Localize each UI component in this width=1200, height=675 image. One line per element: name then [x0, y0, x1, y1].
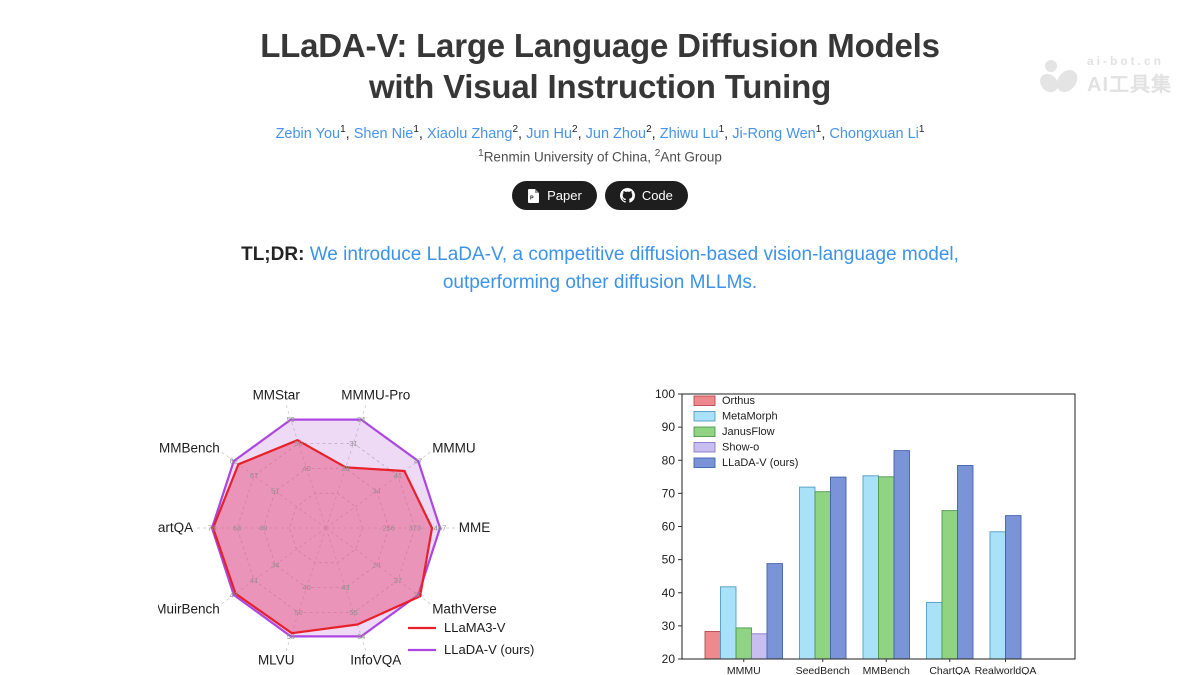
- svg-text:100: 100: [655, 387, 675, 401]
- svg-text:MMBench: MMBench: [159, 440, 220, 455]
- svg-text:P: P: [530, 195, 534, 201]
- svg-text:58: 58: [287, 632, 295, 641]
- svg-text:LLaDA-V (ours): LLaDA-V (ours): [722, 457, 798, 469]
- svg-text:31: 31: [349, 439, 357, 448]
- svg-text:67: 67: [250, 471, 258, 480]
- author-link[interactable]: Shen Nie: [353, 125, 414, 142]
- svg-text:256: 256: [382, 524, 395, 533]
- watermark-site-text: ai-bot.cn: [1087, 54, 1164, 68]
- svg-text:RealworldQA: RealworldQA: [975, 665, 1037, 675]
- svg-text:60: 60: [662, 520, 676, 534]
- author-affil-sup: 2: [512, 123, 518, 135]
- author-affil-sup: 1: [413, 123, 419, 135]
- svg-text:ChartQA: ChartQA: [158, 520, 193, 535]
- svg-text:LLaDA-V (ours): LLaDA-V (ours): [444, 642, 534, 657]
- svg-text:70: 70: [662, 486, 676, 500]
- author-affil-sup: 1: [918, 123, 925, 135]
- author-list: Zebin You1, Shen Nie1, Xiaolu Zhang2, Ju…: [275, 123, 925, 142]
- author-link[interactable]: Chongxuan Li: [829, 125, 919, 142]
- ai-bot-logo-icon: [1040, 59, 1078, 92]
- svg-text:50: 50: [662, 553, 676, 567]
- svg-text:MMMU-Pro: MMMU-Pro: [341, 388, 410, 403]
- tldr-label: TL;DR:: [241, 244, 305, 266]
- author-link[interactable]: Zebin You: [275, 125, 341, 142]
- svg-text:43: 43: [341, 583, 349, 592]
- author-affil-sup: 1: [340, 123, 346, 135]
- bar-chart: 20 30 40 50 60 70 80 90 100 MMMU SeedBench MMBench C…: [655, 387, 1076, 675]
- svg-text:90: 90: [662, 420, 676, 434]
- author-link[interactable]: Xiaolu Zhang: [426, 125, 513, 142]
- watermark-name-text: AI工具集: [1087, 74, 1172, 96]
- author-link[interactable]: Jun Hu: [526, 125, 573, 142]
- page-title: LLaDA-V: Large Language Diffusion Models…: [260, 27, 940, 105]
- svg-text:MLVU: MLVU: [258, 653, 295, 668]
- svg-text:LLaMA3-V: LLaMA3-V: [444, 620, 506, 635]
- tldr-text: TL;DR: We introduce LLaDA-V, a competiti…: [241, 244, 959, 293]
- svg-text:41: 41: [250, 576, 258, 585]
- author-link[interactable]: Jun Zhou: [585, 125, 647, 142]
- svg-text:Show-o: Show-o: [722, 442, 759, 454]
- svg-text:49: 49: [259, 524, 267, 533]
- project-page: ai-bot.cn AI工具集 LLaDA-V: Large Language …: [0, 26, 1200, 675]
- svg-text:40: 40: [302, 583, 310, 592]
- svg-text:78: 78: [208, 524, 216, 533]
- svg-text:80: 80: [662, 453, 676, 467]
- svg-text:47: 47: [414, 457, 422, 466]
- radar-chart: 256 373 467 34 41 47 28 31 34 40 50 59 51 67 82 49 64 78 3…: [141, 388, 535, 668]
- svg-text:34: 34: [357, 415, 365, 424]
- author-affil-sup: 1: [815, 123, 822, 135]
- svg-text:51: 51: [271, 487, 279, 496]
- svg-text:50: 50: [294, 608, 302, 617]
- svg-text:MMMU: MMMU: [727, 665, 761, 675]
- svg-text:28: 28: [341, 464, 349, 473]
- svg-text:MMMU: MMMU: [432, 440, 476, 455]
- svg-text:MathVerse: MathVerse: [432, 602, 497, 617]
- affiliations: 1Renmin University of China, 2Ant Group: [478, 147, 722, 165]
- svg-text:373: 373: [409, 524, 422, 533]
- svg-text:24: 24: [373, 560, 381, 569]
- code-button-label: Code: [641, 188, 673, 204]
- svg-text:SeedBench: SeedBench: [796, 665, 850, 675]
- svg-text:41: 41: [394, 471, 402, 480]
- svg-text:64: 64: [357, 632, 365, 641]
- svg-text:JanusFlow: JanusFlow: [722, 426, 775, 438]
- svg-text:MME: MME: [459, 520, 491, 535]
- svg-text:ChartQA: ChartQA: [929, 665, 970, 675]
- author-affil-sup: 1: [718, 123, 725, 135]
- paper-button-label: Paper: [547, 188, 582, 204]
- github-icon: [619, 188, 635, 203]
- resource-buttons: P Paper Code: [0, 181, 1200, 211]
- svg-text:30: 30: [662, 619, 676, 633]
- svg-text:47: 47: [230, 591, 238, 600]
- svg-text:MMBench: MMBench: [863, 665, 910, 675]
- paper-icon: P: [527, 188, 540, 203]
- svg-text:40: 40: [302, 464, 310, 473]
- svg-text:MetaMorph: MetaMorph: [722, 411, 778, 423]
- paper-button[interactable]: P Paper: [512, 181, 597, 211]
- author-affil-sup: 2: [646, 123, 652, 135]
- svg-text:MuirBench: MuirBench: [158, 602, 220, 617]
- site-watermark: ai-bot.cn AI工具集: [1039, 54, 1172, 97]
- svg-text:27: 27: [394, 576, 402, 585]
- code-button[interactable]: Code: [604, 181, 688, 211]
- svg-text:82: 82: [230, 457, 238, 466]
- svg-text:55: 55: [349, 608, 357, 617]
- svg-text:Orthus: Orthus: [722, 395, 756, 407]
- author-link[interactable]: Zhiwu Lu: [659, 125, 719, 142]
- svg-text:50: 50: [294, 439, 302, 448]
- svg-text:20: 20: [662, 652, 676, 666]
- svg-text:467: 467: [434, 524, 447, 533]
- svg-text:64: 64: [233, 524, 241, 533]
- svg-text:40: 40: [662, 586, 676, 600]
- author-link[interactable]: Ji-Rong Wen: [732, 125, 816, 142]
- svg-text:InfoVQA: InfoVQA: [350, 653, 401, 668]
- svg-text:34: 34: [373, 487, 381, 496]
- svg-text:34: 34: [271, 560, 279, 569]
- svg-text:30: 30: [414, 591, 422, 600]
- svg-text:59: 59: [287, 415, 295, 424]
- author-affil-sup: 2: [572, 123, 578, 135]
- svg-text:MMStar: MMStar: [253, 388, 301, 403]
